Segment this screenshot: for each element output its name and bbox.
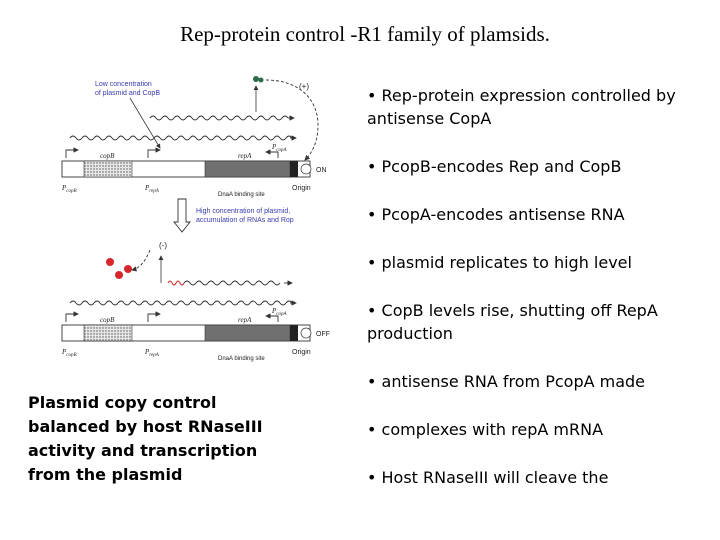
origin-block-top bbox=[290, 161, 298, 177]
origin-circle-top bbox=[300, 163, 312, 175]
transition-arrow bbox=[173, 198, 191, 233]
copb-gene-label-top: copB bbox=[100, 152, 115, 160]
negative-feedback-arrow bbox=[131, 249, 151, 272]
copb-gene-top bbox=[83, 160, 133, 178]
repa-protein-green-2 bbox=[258, 77, 264, 83]
repa-gene-bottom bbox=[204, 324, 291, 342]
pcopa-label-bottom: PcopA bbox=[271, 307, 288, 317]
repa-gene-label-bottom: repA bbox=[238, 316, 252, 324]
top-condition-line2: of plasmid and CopB bbox=[95, 90, 160, 97]
pcopa-promoter-arrow bbox=[265, 149, 279, 158]
pcopa-promoter-arrow-bottom bbox=[265, 313, 279, 322]
bullet-item: • CopB levels rise, shutting off RepA pr… bbox=[367, 301, 658, 343]
repa-gene-label-top: repA bbox=[238, 152, 252, 160]
copa-rna-red bbox=[167, 280, 185, 286]
condition-pointer-arrow bbox=[129, 97, 161, 149]
bottom-panel: (-) PcopA copB repA OFF PcopB PrepA DnaA… bbox=[61, 241, 330, 362]
prepa-label-bottom: PrepA bbox=[144, 348, 160, 358]
prepa-label-top: PrepA bbox=[144, 184, 160, 194]
diagram-caption: Plasmid copy control balanced by host RN… bbox=[28, 393, 263, 484]
prepa-promoter-arrow bbox=[147, 147, 161, 158]
copb-mrna-bottom bbox=[69, 300, 293, 306]
plus-label: (+) bbox=[299, 82, 309, 91]
pcopa-label-top: PcopA bbox=[271, 143, 288, 153]
copb-gene-label-bottom: copB bbox=[100, 316, 115, 324]
origin-circle-bottom bbox=[300, 327, 312, 339]
bullet-item: • antisense RNA from PcopA made bbox=[367, 372, 646, 391]
origin-block-bottom bbox=[290, 325, 298, 341]
transition-line2: accumulation of RNAs and Rop bbox=[196, 217, 294, 224]
transition-line1: High concentration of plasmid, bbox=[196, 208, 290, 215]
copb-gene-bottom bbox=[83, 324, 133, 342]
copb-protein-red-2 bbox=[115, 271, 123, 279]
off-label: OFF bbox=[316, 331, 330, 338]
prepa-promoter-arrow-bottom bbox=[147, 311, 161, 322]
repa-mrna-top bbox=[149, 115, 289, 121]
pcopb-promoter-arrow bbox=[65, 147, 79, 158]
bullet-list: • Rep-protein expression controlled by a… bbox=[367, 84, 712, 514]
slide-title: Rep-protein control -R1 family of plamsi… bbox=[180, 22, 550, 46]
pcopb-promoter-arrow-bottom bbox=[65, 311, 79, 322]
transition: High concentration of plasmid, accumulat… bbox=[173, 198, 294, 233]
dnaa-label-bottom: DnaA binding site bbox=[218, 356, 265, 362]
copb-mrna-top bbox=[69, 135, 293, 141]
repa-mrna-bottom bbox=[183, 280, 281, 286]
dnaa-label-top: DnaA binding site bbox=[218, 192, 265, 198]
pcopb-label-bottom: PcopB bbox=[61, 348, 77, 358]
copb-protein-red-3 bbox=[124, 265, 132, 273]
on-label: ON bbox=[316, 167, 327, 174]
bullet-item: • Host RNaseIII will cleave the bbox=[367, 468, 609, 487]
pcopb-label-top: PcopB bbox=[61, 184, 77, 194]
origin-label-top: Origin bbox=[292, 185, 311, 192]
bullet-item: • PcopA-encodes antisense RNA bbox=[367, 205, 625, 224]
bullet-item: • PcopB-encodes Rep and CopB bbox=[367, 157, 622, 176]
positive-feedback-arrow bbox=[265, 79, 319, 161]
origin-label-bottom: Origin bbox=[292, 349, 311, 356]
minus-label: (-) bbox=[159, 241, 167, 250]
bullet-item: • complexes with repA mRNA bbox=[367, 420, 604, 439]
top-condition-line1: Low concentration bbox=[95, 81, 152, 88]
repa-gene-top bbox=[204, 160, 291, 178]
top-panel: Low concentration of plasmid and CopB (+… bbox=[61, 76, 327, 198]
repa-protein-green bbox=[253, 76, 259, 82]
copb-protein-red-1 bbox=[106, 258, 114, 266]
bullet-item: • plasmid replicates to high level bbox=[367, 253, 632, 272]
bullet-item: • Rep-protein expression controlled by a… bbox=[367, 86, 676, 128]
